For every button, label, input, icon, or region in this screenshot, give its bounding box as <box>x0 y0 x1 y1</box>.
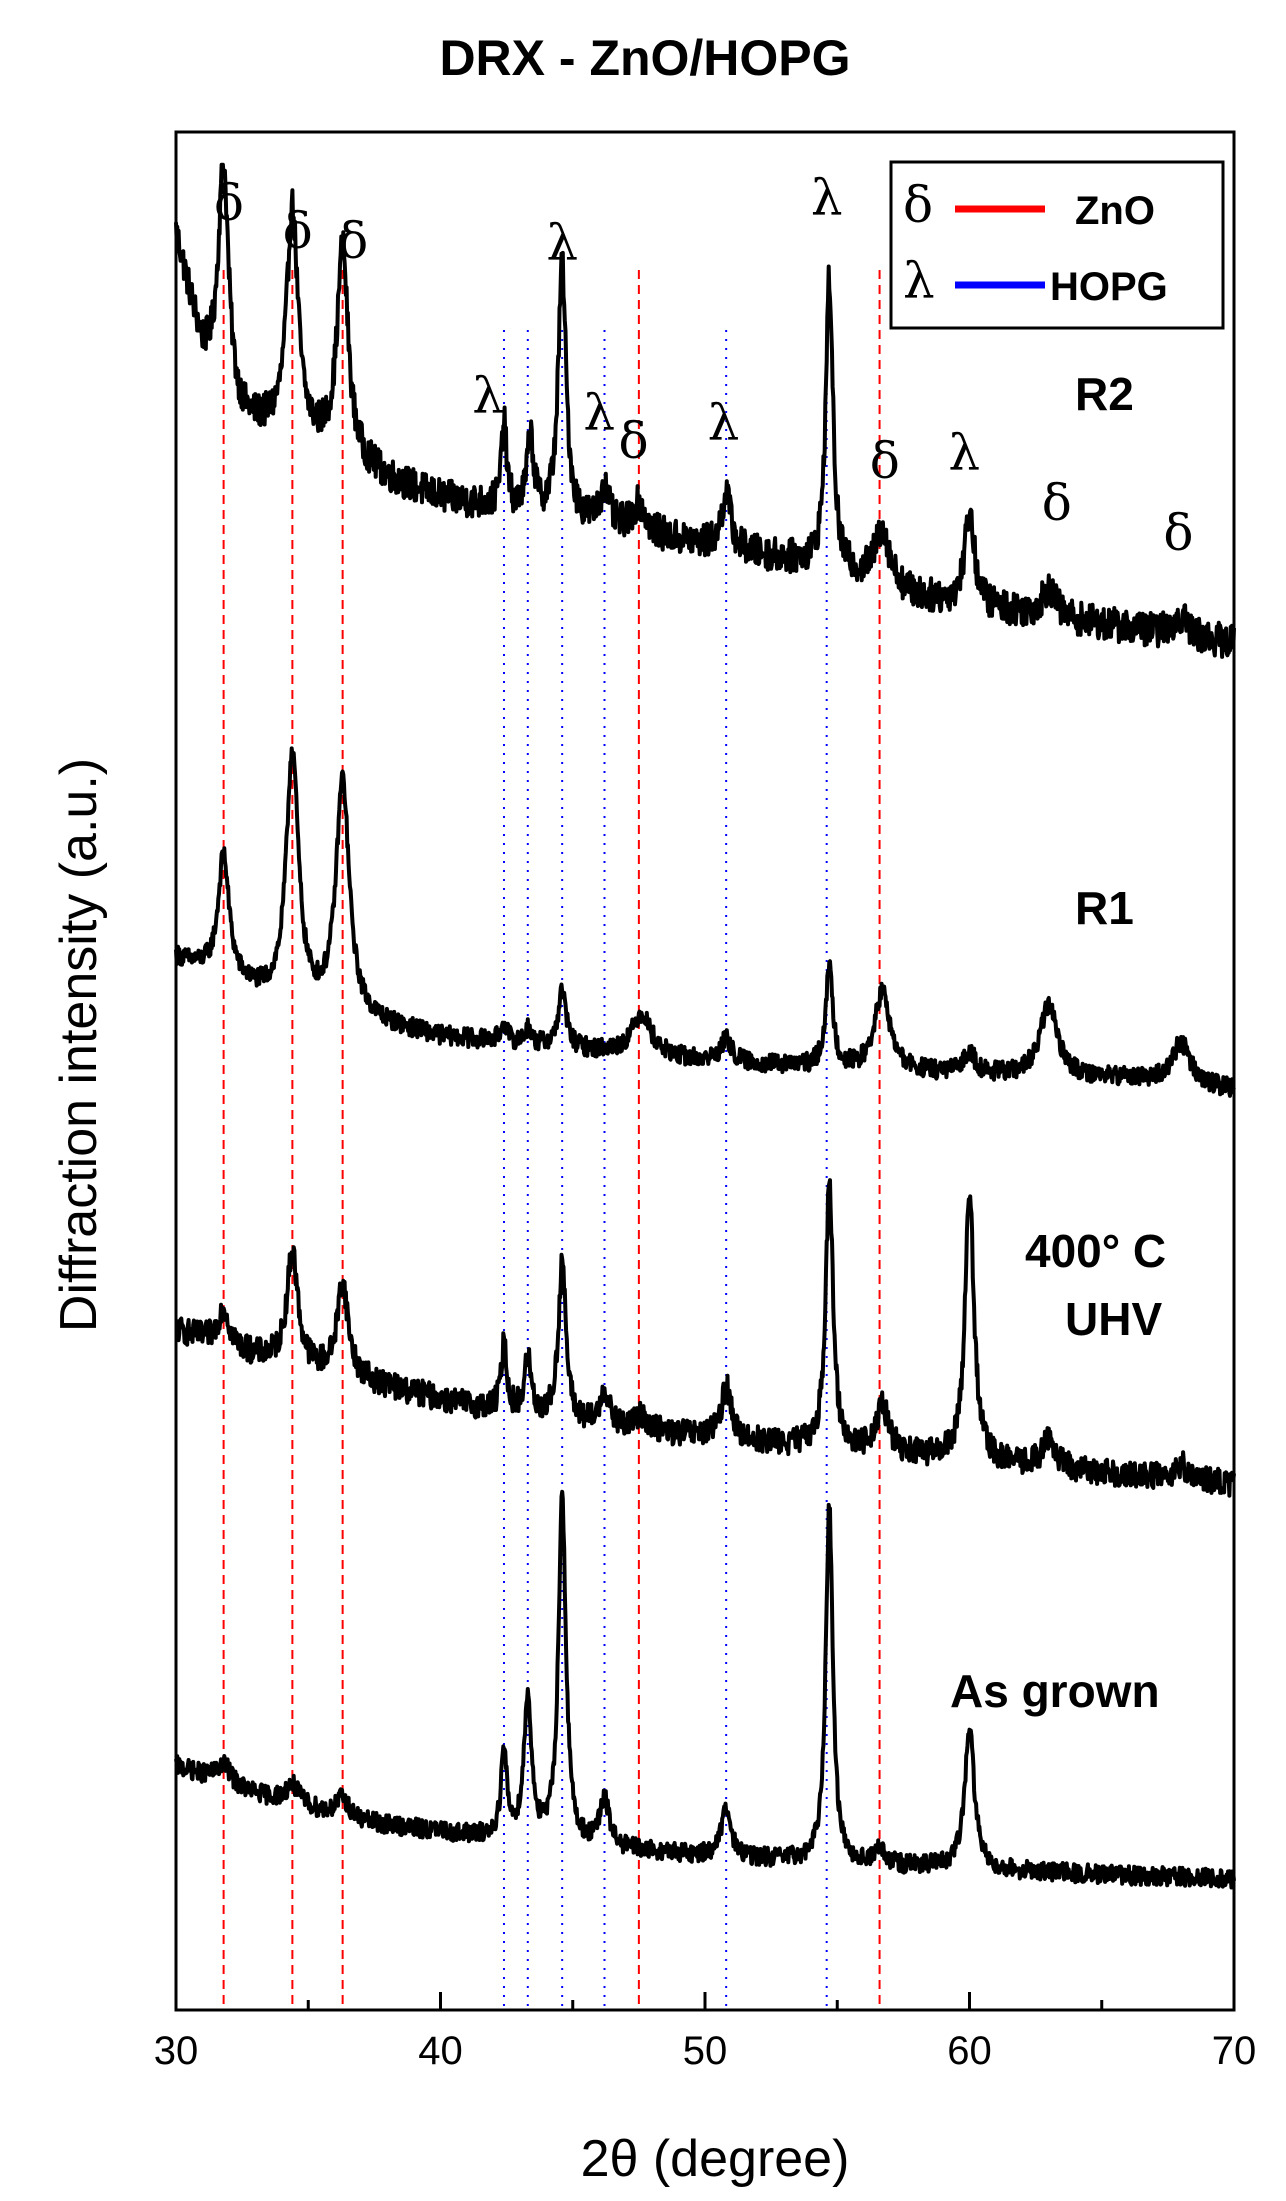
delta-peak-label: δ <box>1163 504 1193 562</box>
chart-title: DRX - ZnO/HOPG <box>439 30 850 86</box>
legend-symbol-znO: δ <box>903 176 933 234</box>
x-axis-ticks <box>174 1992 1236 2010</box>
legend: δ ZnO λ HOPG <box>889 160 1225 330</box>
delta-peak-label: δ <box>214 174 244 232</box>
legend-label-hopg: HOPG <box>1050 265 1168 309</box>
lambda-peak-label: λ <box>546 214 578 272</box>
delta-peak-label: δ <box>619 412 649 470</box>
x-tick-label: 60 <box>947 2029 992 2073</box>
x-tick-label: 30 <box>154 2029 199 2073</box>
lambda-peak-label: λ <box>472 367 504 425</box>
spectrum-r2 <box>174 162 1236 659</box>
delta-peak-label: δ <box>1042 474 1072 532</box>
lambda-peak-label: λ <box>948 424 980 482</box>
delta-peak-label: δ <box>870 432 900 490</box>
spectrum-r1 <box>174 746 1236 1098</box>
lambda-peak-label: λ <box>811 169 843 227</box>
lambda-peak-label: λ <box>583 384 615 442</box>
spectrum-as-grown <box>174 1489 1236 1890</box>
delta-peak-label: δ <box>283 202 313 260</box>
series-label-r2: R2 <box>1075 368 1134 420</box>
y-axis-label: Diffraction intensity (a.u.) <box>50 758 108 1332</box>
series-label-r1: R1 <box>1075 882 1134 934</box>
series-label-400c-uhv: 400° C UHV <box>1025 1225 1166 1345</box>
spectrum-400c-uhv <box>174 1178 1236 1498</box>
legend-box <box>889 160 1225 330</box>
x-tick-label: 40 <box>418 2029 463 2073</box>
reference-lines <box>222 270 881 2010</box>
lambda-peak-label: λ <box>708 394 740 452</box>
x-tick-label: 50 <box>683 2029 728 2073</box>
x-axis-tick-labels: 30 40 50 60 70 <box>154 2029 1257 2073</box>
delta-peak-label: δ <box>338 212 368 270</box>
series-label-as-grown: As grown <box>950 1665 1160 1717</box>
legend-label-zno: ZnO <box>1075 189 1155 233</box>
legend-symbol-hopg: λ <box>903 252 935 310</box>
x-axis-label: 2θ (degree) <box>581 2130 850 2188</box>
series-layer <box>174 162 1236 1890</box>
x-tick-label: 70 <box>1212 2029 1257 2073</box>
